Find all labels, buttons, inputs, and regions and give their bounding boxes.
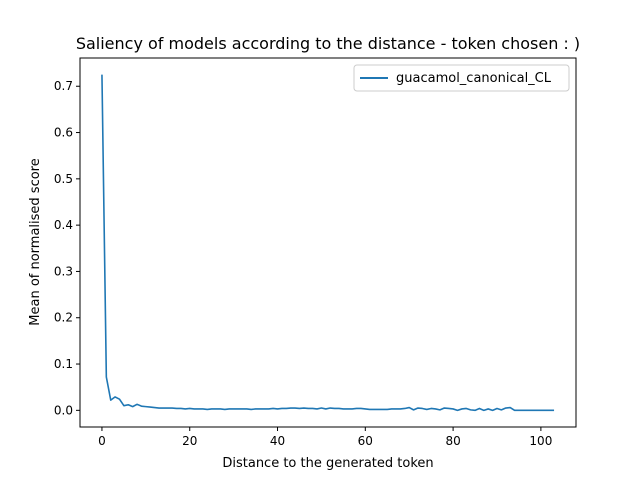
chart-title: Saliency of models according to the dist…: [76, 34, 580, 53]
y-tick-label: 0.3: [54, 264, 73, 278]
x-tick-label: 0: [98, 434, 106, 448]
y-axis-label: Mean of normalised score: [28, 158, 43, 325]
x-tick-label: 80: [445, 434, 460, 448]
y-tick-label: 0.5: [54, 172, 73, 186]
y-tick-label: 0.6: [54, 126, 73, 140]
x-tick-label: 40: [270, 434, 285, 448]
x-tick-label: 100: [529, 434, 552, 448]
y-axis-ticks: 0.0 0.1 0.2 0.3 0.4 0.5 0.6 0.7: [54, 79, 80, 417]
plot-area: [80, 58, 576, 427]
legend: guacamol_canonical_CL: [353, 64, 570, 92]
y-tick-label: 0.2: [54, 311, 73, 325]
legend-box: [353, 64, 570, 92]
x-axis-ticks: 0 20 40 60 80 100: [98, 427, 552, 448]
x-tick-label: 20: [182, 434, 197, 448]
y-tick-label: 0.7: [54, 79, 73, 93]
x-axis-label: Distance to the generated token: [222, 456, 433, 471]
plot-frame: [79, 57, 577, 428]
legend-label: guacamol_canonical_CL: [396, 71, 552, 86]
series-line: [101, 74, 555, 412]
x-tick-label: 60: [358, 434, 373, 448]
series-layer: [101, 74, 555, 412]
y-tick-label: 0.0: [54, 403, 73, 417]
y-tick-label: 0.4: [54, 218, 73, 232]
y-tick-label: 0.1: [54, 357, 73, 371]
